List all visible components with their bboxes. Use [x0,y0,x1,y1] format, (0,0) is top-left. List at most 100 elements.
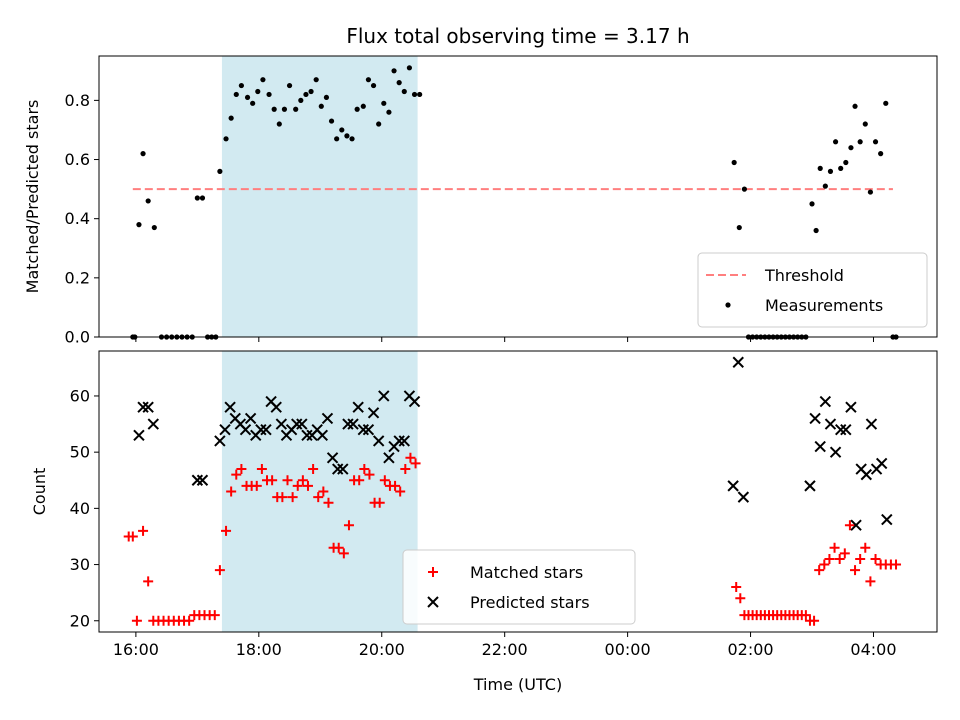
data-point [843,159,849,166]
data-point [236,464,247,475]
legend-swatch [427,596,439,608]
x-tick-label: 20:00 [359,640,405,659]
data-point [316,429,329,442]
data-point [391,68,397,74]
data-point [331,463,344,475]
data-point [267,475,278,486]
data-point [217,168,223,174]
data-point [260,423,272,436]
data-point [233,91,239,98]
data-point [860,542,871,553]
y-tick-label: 60 [70,386,90,405]
data-point [822,183,828,189]
data-point [362,423,375,436]
data-point [328,118,335,124]
data-point [401,88,407,95]
data-point [832,139,839,145]
figure-title: Flux total observing time = 3.17 h [346,24,689,48]
data-point [296,418,308,430]
data-point [250,100,256,106]
data-point [143,576,154,587]
data-point [138,525,149,536]
data-point [323,94,330,101]
data-point [298,97,304,103]
legend: Matched stars Predicted stars [402,549,636,625]
data-point [256,464,267,475]
data-point [396,80,402,86]
y-tick-label: 0.8 [65,91,90,110]
data-point [867,189,874,195]
data-point [133,429,145,442]
data-point [834,553,845,564]
data-point [255,88,261,95]
data-point [303,91,309,98]
data-point [276,121,282,127]
axes-frame [98,350,938,633]
data-point [878,151,884,157]
data-point [347,418,359,430]
data-point [334,136,340,142]
x-tick-label: 22:00 [482,640,528,659]
data-point [367,407,380,419]
data-point [270,401,282,413]
data-point [829,542,840,553]
data-point [406,65,413,71]
data-point [383,452,395,464]
data-point [809,412,821,425]
axes-frame [98,55,938,338]
data-point [809,201,815,207]
data-point [364,469,375,480]
data-point [292,480,303,491]
x-tick-label: 02:00 [727,640,773,659]
y-tick-label: 0.2 [65,268,90,287]
legend-label: Measurements [765,296,883,315]
data-point [339,127,345,133]
data-point [244,412,257,425]
data-point [365,77,372,83]
data-point [199,195,206,201]
data-point [390,480,401,491]
data-point [194,195,200,201]
data-point [349,136,355,142]
data-point [209,610,220,621]
data-point [865,576,876,587]
data-point [862,121,868,127]
data-point [731,159,737,166]
shaded-interval [221,56,418,337]
data-point [881,513,893,526]
data-point [732,356,744,368]
data-point [223,136,229,142]
y-tick-label: 20 [70,611,90,630]
data-point [824,553,835,564]
data-point [850,565,861,576]
data-point [321,412,334,425]
data-point [131,615,142,626]
data-point [870,553,881,564]
x-tick-label: 16:00 [113,640,159,659]
series-dot [130,65,899,340]
data-point [860,468,873,481]
data-point [184,615,195,626]
data-point [354,475,365,486]
data-point [238,82,244,89]
data-point [221,525,232,536]
data-point [244,94,251,101]
data-point [260,77,266,83]
data-point [824,418,837,430]
legend: Threshold Measurements [697,252,928,328]
data-point [386,109,392,115]
data-point [727,480,739,492]
data-point [737,491,750,503]
legend-swatch [725,302,731,308]
data-point [145,198,151,204]
data-point [308,88,314,95]
data-point [275,418,288,430]
data-point [344,133,350,139]
data-point [224,401,236,413]
data-point [342,418,354,430]
data-point [359,464,370,475]
data-point [142,401,154,413]
data-point [840,423,852,436]
data-point [266,91,272,98]
data-point [376,121,382,127]
